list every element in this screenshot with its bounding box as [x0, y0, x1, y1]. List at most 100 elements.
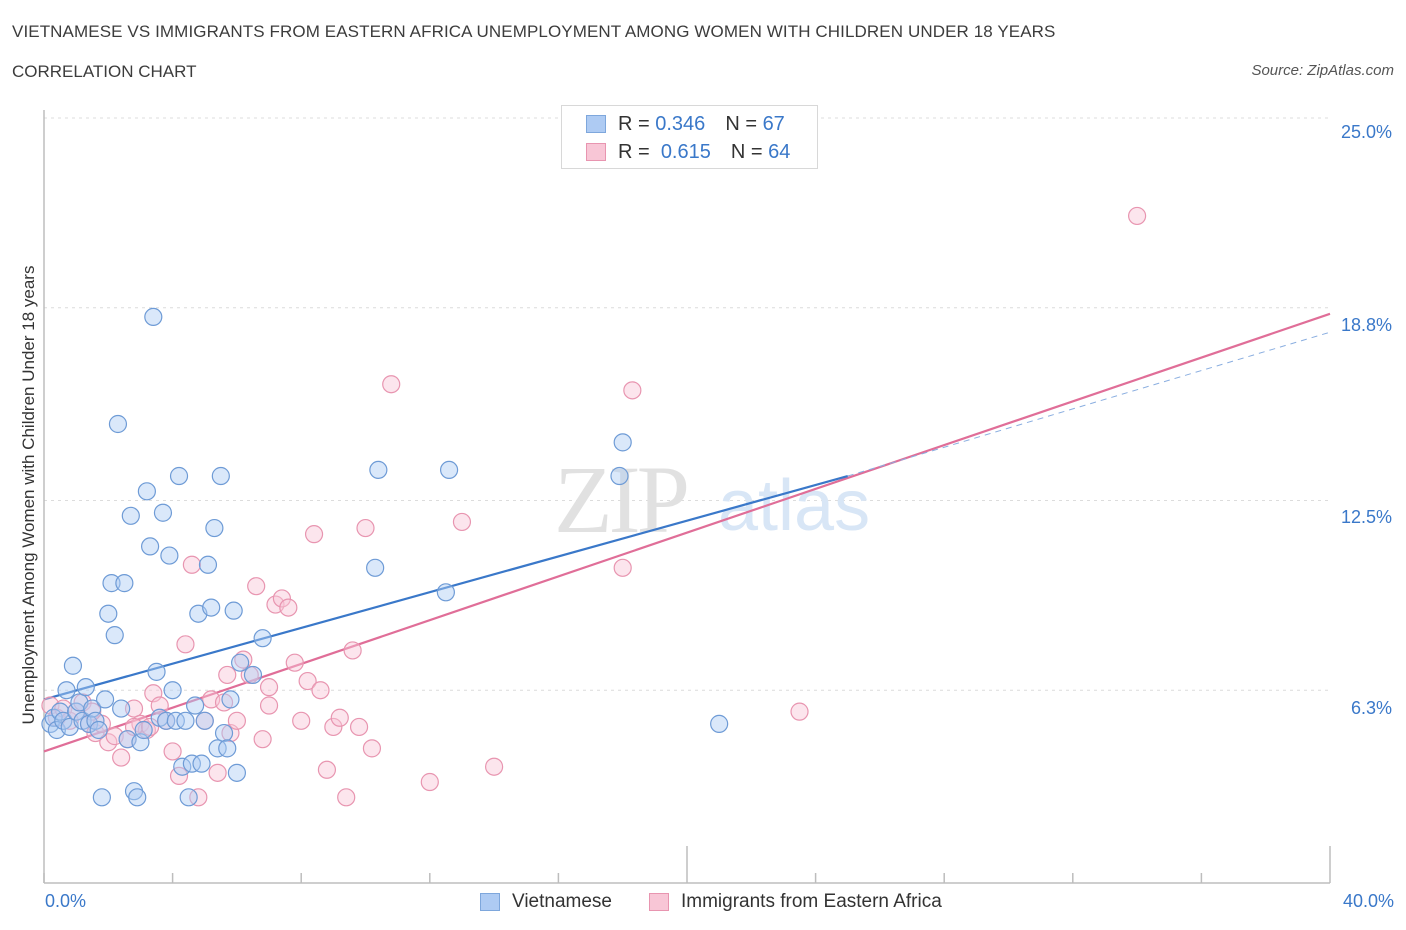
- data-point-vietnamese: [218, 739, 237, 758]
- legend-row-vietnamese: R = 0.346 N = 67: [586, 111, 785, 137]
- source-note: Source: ZipAtlas.com: [1251, 62, 1394, 79]
- data-point-vietnamese: [610, 466, 629, 486]
- data-point-vietnamese: [253, 629, 272, 648]
- trend-line-vietnamese-extension: [847, 331, 1331, 477]
- y-tick-label: 12.5%: [1340, 507, 1392, 527]
- data-point-vietnamese: [63, 656, 83, 675]
- data-point-vietnamese: [166, 711, 185, 730]
- data-point-eastern-africa: [623, 381, 642, 400]
- data-point-eastern-africa: [790, 702, 809, 721]
- data-point-eastern-africa: [337, 788, 356, 807]
- data-point-vietnamese: [92, 788, 111, 807]
- data-point-eastern-africa: [362, 739, 382, 758]
- data-point-vietnamese: [153, 503, 173, 522]
- data-point-vietnamese: [128, 788, 147, 807]
- data-point-vietnamese: [121, 506, 140, 525]
- data-point-vietnamese: [115, 574, 134, 593]
- data-point-vietnamese: [436, 583, 455, 602]
- data-point-vietnamese: [108, 414, 128, 434]
- data-point-eastern-africa: [253, 730, 272, 749]
- data-point-eastern-africa: [485, 757, 504, 776]
- legend-r-label: R =: [618, 140, 650, 163]
- data-point-vietnamese: [147, 662, 166, 681]
- bottom-legend-label: Vietnamese: [512, 891, 612, 912]
- chart-title: VIETNAMESE VS IMMIGRANTS FROM EASTERN AF…: [12, 22, 1056, 41]
- data-point-vietnamese: [137, 482, 156, 501]
- data-point-vietnamese: [198, 555, 218, 574]
- data-point-eastern-africa: [279, 598, 298, 617]
- legend-n-label: N =: [725, 112, 757, 135]
- bottom-legend-swatch-pink: [649, 893, 669, 911]
- y-tick-label: 6.3%: [1350, 698, 1392, 718]
- data-point-eastern-africa: [452, 512, 472, 532]
- data-point-vietnamese: [169, 466, 189, 486]
- data-point-eastern-africa: [176, 635, 195, 654]
- y-axis-title: Unemployment Among Women with Children U…: [19, 265, 38, 725]
- data-point-eastern-africa: [234, 650, 253, 669]
- data-point-vietnamese: [105, 626, 124, 645]
- data-point-vietnamese: [157, 711, 176, 730]
- legend-swatch-blue: [586, 115, 606, 133]
- legend-n-value: 67: [762, 112, 785, 135]
- legend-row-eastern-africa: R = 0.615 N = 64: [586, 139, 790, 165]
- data-point-eastern-africa: [285, 653, 304, 672]
- data-point-vietnamese: [205, 518, 224, 538]
- data-point-vietnamese: [439, 460, 459, 479]
- data-point-vietnamese: [369, 460, 388, 479]
- data-point-vietnamese: [214, 723, 234, 743]
- data-point-vietnamese: [192, 754, 211, 773]
- data-points: [41, 206, 1147, 807]
- data-point-eastern-africa: [420, 772, 439, 792]
- data-point-eastern-africa: [208, 763, 227, 782]
- data-point-eastern-africa: [124, 699, 144, 718]
- data-point-vietnamese: [227, 763, 246, 782]
- data-point-vietnamese: [57, 681, 76, 700]
- data-point-eastern-africa: [1127, 206, 1147, 226]
- data-point-eastern-africa: [163, 742, 182, 761]
- axes: [43, 110, 1331, 884]
- data-point-eastern-africa: [317, 760, 337, 779]
- data-point-vietnamese: [202, 598, 221, 617]
- data-point-vietnamese: [95, 690, 115, 709]
- trend-line-vietnamese: [43, 474, 849, 701]
- bottom-legend-label: Immigrants from Eastern Africa: [681, 891, 942, 912]
- data-point-eastern-africa: [182, 555, 201, 574]
- data-point-eastern-africa: [349, 717, 369, 737]
- data-point-eastern-africa: [324, 717, 343, 737]
- data-point-vietnamese: [710, 714, 729, 733]
- data-point-vietnamese: [144, 307, 163, 326]
- x-tick-label-min: 0.0%: [45, 891, 87, 911]
- y-tick-label: 18.8%: [1340, 315, 1392, 335]
- data-point-eastern-africa: [311, 681, 330, 700]
- data-point-vietnamese: [140, 537, 160, 556]
- data-point-vietnamese: [195, 711, 214, 730]
- y-tick-label: 25.0%: [1340, 122, 1392, 142]
- watermark-zip: ZIP: [554, 446, 687, 553]
- data-point-vietnamese: [179, 788, 198, 807]
- data-point-eastern-africa: [382, 375, 401, 394]
- legend-n-value: 64: [768, 140, 791, 163]
- bottom-legend-vietnamese: Vietnamese: [480, 888, 612, 916]
- data-point-vietnamese: [243, 665, 263, 685]
- data-point-eastern-africa: [259, 696, 279, 715]
- data-point-eastern-africa: [272, 589, 292, 608]
- data-point-vietnamese: [208, 739, 227, 758]
- data-point-eastern-africa: [298, 671, 317, 691]
- data-point-vietnamese: [76, 678, 95, 697]
- legend-swatch-pink: [586, 143, 606, 161]
- data-point-vietnamese: [211, 466, 230, 486]
- trend-line-eastern-africa: [43, 312, 1331, 753]
- data-point-vietnamese: [102, 574, 121, 593]
- grid-lines: [44, 117, 1330, 691]
- data-point-vietnamese: [366, 558, 385, 577]
- data-point-eastern-africa: [227, 711, 246, 730]
- data-point-eastern-africa: [356, 518, 375, 538]
- data-point-vietnamese: [112, 699, 131, 718]
- data-point-eastern-africa: [292, 711, 311, 730]
- data-point-eastern-africa: [189, 788, 208, 807]
- data-point-eastern-africa: [330, 708, 349, 727]
- x-tick-label-max: 40.0%: [1342, 891, 1394, 911]
- legend: R = 0.346 N = 67 R = 0.615 N = 64: [561, 105, 818, 169]
- trend-lines: [43, 312, 1331, 753]
